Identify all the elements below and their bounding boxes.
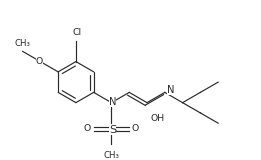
Text: N: N <box>109 97 116 107</box>
Text: CH₃: CH₃ <box>15 39 31 48</box>
Text: O: O <box>132 124 139 133</box>
Text: N: N <box>167 85 174 95</box>
Text: CH₃: CH₃ <box>103 151 120 160</box>
Text: S: S <box>109 125 116 135</box>
Text: O: O <box>36 57 43 66</box>
Text: OH: OH <box>151 114 165 123</box>
Text: O: O <box>84 124 91 133</box>
Text: Cl: Cl <box>72 28 81 37</box>
